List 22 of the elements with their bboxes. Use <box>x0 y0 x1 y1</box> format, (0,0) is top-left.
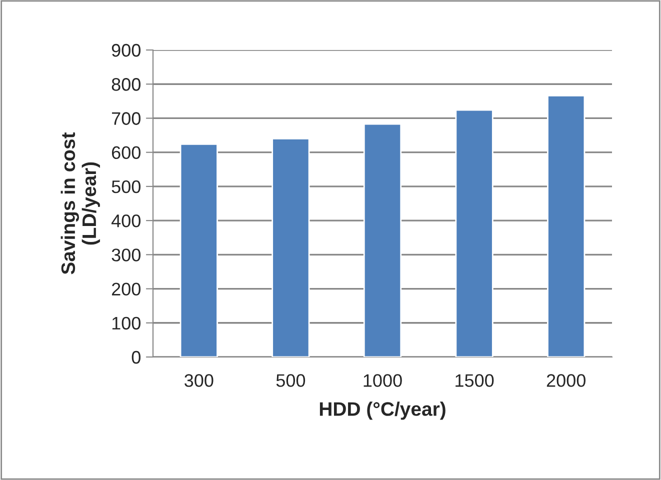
x-tick-label: 500 <box>276 374 306 387</box>
y-tick-label: 900 <box>112 44 140 57</box>
y-tick-label: 100 <box>112 316 140 330</box>
bar <box>180 143 218 357</box>
x-tick-label: 2000 <box>546 374 586 387</box>
y-tick-label: 800 <box>112 78 140 91</box>
y-tick-label: 700 <box>112 112 140 125</box>
bar <box>363 123 402 357</box>
x-axis-title: HDD (°C/year) <box>320 402 446 420</box>
x-tick-label: 1000 <box>364 374 402 387</box>
y-tick-label: 500 <box>112 180 140 194</box>
y-axis-title: Savings in cost (LD/year) <box>60 132 100 274</box>
bar <box>455 109 494 357</box>
bar <box>272 138 310 357</box>
y-tick-label: 300 <box>112 248 140 262</box>
y-tick-label: 0 <box>132 350 140 364</box>
bar <box>547 95 586 357</box>
x-tick-label: 300 <box>184 374 214 387</box>
x-tick-label: 1500 <box>456 374 494 387</box>
y-tick-label: 600 <box>112 146 140 160</box>
y-tick-label: 200 <box>112 282 140 296</box>
y-tick-label: 400 <box>111 214 140 228</box>
